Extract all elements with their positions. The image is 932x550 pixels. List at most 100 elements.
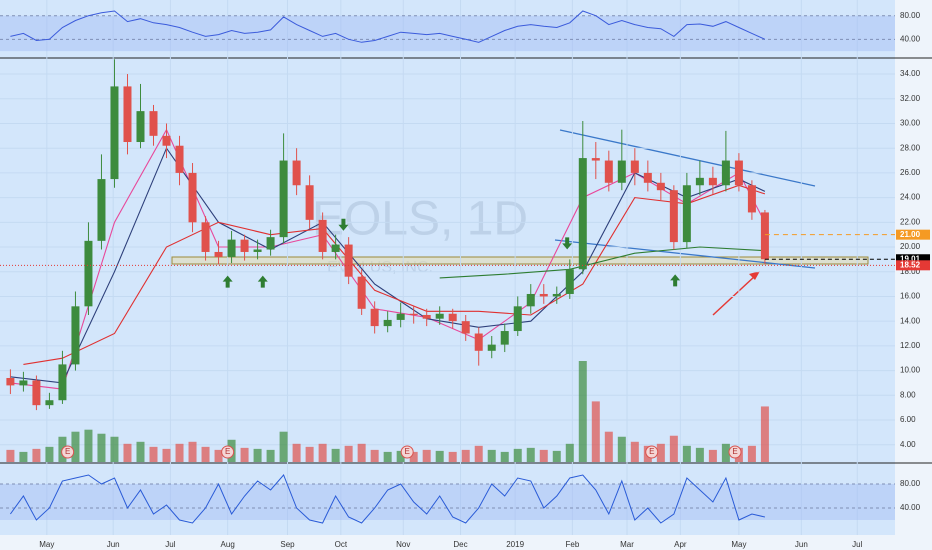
candle-body [552, 293, 561, 297]
green-arrow [670, 274, 681, 287]
volume-bar [110, 436, 119, 462]
volume-bar [136, 441, 145, 462]
x-tick-label: Jul [165, 540, 175, 549]
y-tick-label: 6.00 [900, 415, 916, 424]
y-tick-label: 30.00 [900, 119, 921, 128]
candle-body [123, 86, 132, 143]
candle-body [19, 380, 28, 386]
volume-bar [383, 451, 392, 462]
earnings-label: E [732, 447, 737, 456]
earnings-label: E [649, 447, 654, 456]
candle-body [760, 212, 769, 260]
volume-bar [123, 443, 132, 462]
watermark-title: EOLS, 1D [312, 193, 528, 246]
y-tick-label: 22.00 [900, 217, 921, 226]
y-tick-label: 28.00 [900, 143, 921, 152]
rsi-band [0, 15, 895, 52]
candle-body [474, 333, 483, 351]
candle-body [253, 249, 262, 252]
candle-body [448, 313, 457, 322]
earnings-label: E [405, 447, 410, 456]
candle-body [578, 158, 587, 270]
x-tick-label: Sep [280, 540, 295, 549]
volume-bar [552, 450, 561, 462]
volume-bar [526, 447, 535, 462]
candle-body [71, 306, 80, 365]
candle-body [630, 160, 639, 173]
volume-bar [201, 446, 210, 462]
candle-body [357, 276, 366, 309]
x-tick-label: 2019 [506, 540, 524, 549]
volume-bar [97, 433, 106, 462]
candle-body [331, 244, 340, 252]
volume-bar [539, 449, 548, 462]
volume-bar [708, 449, 717, 462]
candle-body [500, 331, 509, 345]
candle-body [734, 160, 743, 186]
volume-bar [760, 406, 769, 462]
volume-bar [669, 435, 678, 462]
candle-body [422, 314, 431, 319]
volume-bar [682, 445, 691, 462]
volume-bar [292, 443, 301, 462]
volume-bar [721, 443, 730, 462]
candle-body [214, 251, 223, 257]
candle-body [188, 172, 197, 223]
volume-bar [253, 448, 262, 462]
candle-body [175, 145, 184, 173]
y-tick-label: 24.00 [900, 193, 921, 202]
volume-bar [305, 446, 314, 462]
candle-body [461, 321, 470, 334]
volume-bar [279, 431, 288, 462]
volume-bar [6, 449, 15, 462]
volume-bar [617, 436, 626, 462]
volume-bar [474, 445, 483, 462]
price-label: 18.52 [900, 260, 921, 269]
candle-body [656, 182, 665, 191]
y-tick-label: 18.00 [900, 267, 921, 276]
volume-bar [435, 450, 444, 462]
volume-bar [630, 441, 639, 462]
volume-bar [461, 449, 470, 462]
candle-body [513, 306, 522, 332]
earnings-marker [61, 445, 75, 459]
earnings-marker [221, 445, 235, 459]
volume-bar [370, 449, 379, 462]
axis-background [895, 0, 932, 550]
candle-body [136, 111, 145, 143]
candle-body [318, 219, 327, 252]
x-tick-label: Dec [453, 540, 467, 549]
candle-body [344, 244, 353, 277]
price-label-box [896, 229, 930, 240]
x-tick-label: Jul [852, 540, 862, 549]
x-tick-label: Aug [221, 540, 235, 549]
y-tick-label: 16.00 [900, 292, 921, 301]
volume-bar [188, 441, 197, 462]
candle-body [526, 293, 535, 307]
candle-body [409, 313, 418, 315]
volume-bar [409, 451, 418, 462]
y-tick-label: 34.00 [900, 69, 921, 78]
volume-bar [565, 443, 574, 462]
candle-body [721, 160, 730, 186]
stoch-band [0, 484, 895, 520]
annotations [171, 129, 869, 316]
green-arrow [338, 218, 349, 231]
candle-body [305, 185, 314, 220]
volume-bar [149, 446, 158, 462]
y-tick-label: 10.00 [900, 366, 921, 375]
volume-bar [32, 448, 41, 462]
volume-bar [487, 449, 496, 462]
volume-bar [500, 451, 509, 462]
candle-body [539, 293, 548, 297]
candle-body [45, 400, 54, 406]
x-tick-label: Apr [674, 540, 687, 549]
volume-bar [695, 447, 704, 462]
candle-body [84, 240, 93, 307]
candle-body [708, 177, 717, 186]
stoch-line [9, 474, 766, 524]
price-label: 21.00 [900, 230, 921, 239]
axis-background [0, 535, 895, 550]
y-tick-label: 8.00 [900, 390, 916, 399]
earnings-marker [400, 445, 414, 459]
